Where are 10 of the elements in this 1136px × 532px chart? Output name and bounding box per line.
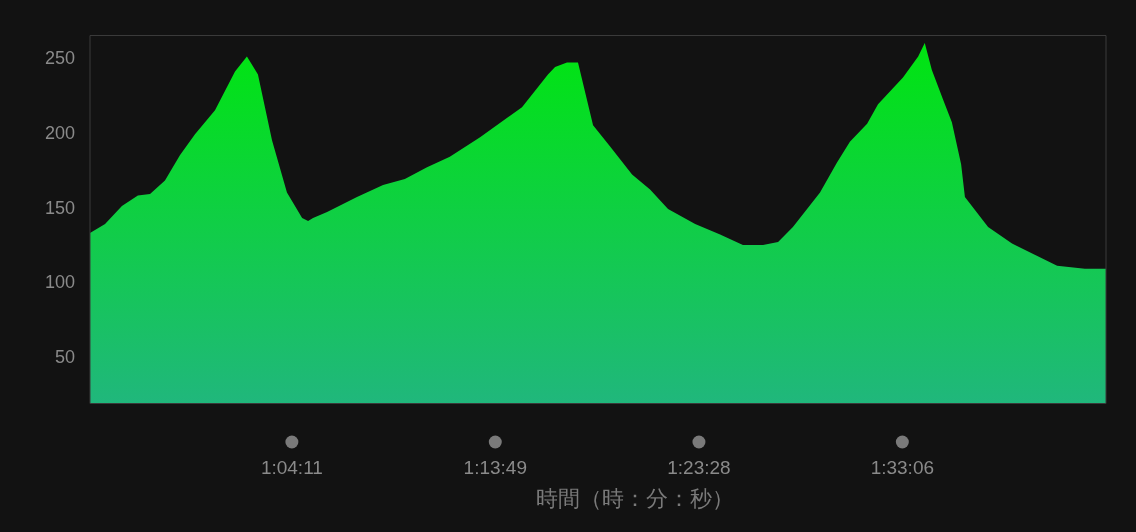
y-tick-label: 200 — [44, 122, 75, 143]
x-axis-title: 時間（時：分：秒） — [536, 486, 734, 511]
y-tick-label: 50 — [54, 347, 75, 368]
x-tick-label: 1:23:28 — [667, 457, 731, 478]
x-tick-label: 1:33:06 — [870, 457, 935, 478]
x-tick-label: 1:04:11 — [260, 457, 323, 478]
x-tick-label: 1:13:49 — [463, 457, 527, 478]
y-tick-label: 250 — [44, 47, 75, 68]
y-tick-label: 100 — [44, 272, 75, 293]
y-tick-label: 150 — [44, 197, 75, 218]
